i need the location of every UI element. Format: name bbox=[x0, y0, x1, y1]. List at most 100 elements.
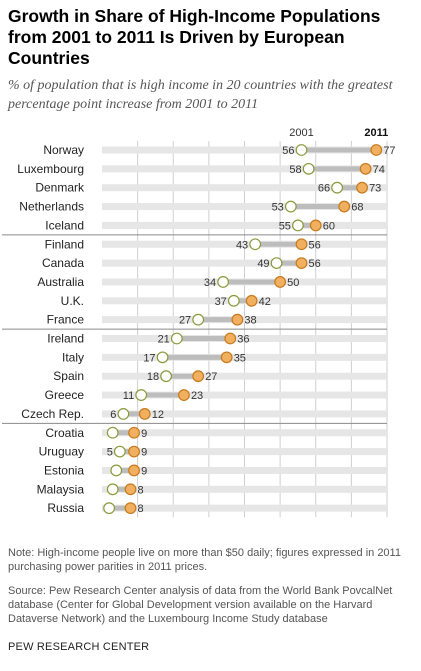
category-label: Canada bbox=[42, 256, 84, 270]
start-value-label: 18 bbox=[147, 371, 159, 383]
end-value-label: 8 bbox=[138, 503, 144, 515]
start-dot bbox=[103, 502, 116, 515]
row-track bbox=[102, 259, 387, 267]
start-dot bbox=[106, 483, 119, 496]
end-value-label: 12 bbox=[152, 409, 164, 421]
category-label: Denmark bbox=[35, 181, 85, 195]
start-dot bbox=[106, 426, 119, 439]
start-value-label: 17 bbox=[143, 352, 155, 364]
start-value-label: 58 bbox=[289, 164, 301, 176]
start-dot bbox=[160, 370, 173, 383]
start-dot bbox=[270, 257, 283, 270]
start-value-label: 11 bbox=[123, 390, 134, 402]
row-track bbox=[102, 466, 387, 474]
end-dot bbox=[224, 332, 237, 345]
chart-note: Note: High-income people live on more th… bbox=[8, 547, 401, 573]
end-value-label: 9 bbox=[141, 428, 147, 440]
row-track bbox=[102, 410, 387, 418]
end-value-label: 60 bbox=[323, 220, 335, 232]
category-label: Iceland bbox=[45, 218, 84, 232]
category-label: Russia bbox=[47, 501, 84, 515]
data-dots bbox=[103, 144, 383, 515]
category-label: Netherlands bbox=[19, 200, 84, 214]
end-dot bbox=[178, 389, 190, 401]
start-value-label: 49 bbox=[257, 258, 269, 270]
end-dot bbox=[356, 181, 368, 194]
row-track bbox=[102, 448, 387, 456]
start-value-label: 55 bbox=[279, 220, 291, 232]
end-dot bbox=[370, 144, 383, 156]
end-dot bbox=[124, 502, 137, 515]
category-labels: Norway Luxembourg Denmark Netherlands Icelan… bbox=[17, 143, 85, 515]
start-dot bbox=[227, 294, 240, 307]
chart-subtitle: % of population that is high income in 2… bbox=[8, 78, 393, 112]
start-dot bbox=[192, 313, 205, 326]
start-value-label: 21 bbox=[158, 334, 170, 346]
end-dot bbox=[274, 276, 287, 288]
row-track bbox=[102, 240, 387, 248]
start-value-label: 66 bbox=[318, 183, 330, 195]
end-dot bbox=[138, 408, 151, 420]
row-track bbox=[102, 485, 387, 493]
start-dot bbox=[292, 219, 304, 232]
end-value-label: 42 bbox=[259, 296, 271, 308]
end-value-label: 50 bbox=[287, 277, 299, 289]
end-value-label: 23 bbox=[191, 390, 203, 402]
category-label: Czech Rep. bbox=[21, 407, 84, 421]
category-label: Italy bbox=[62, 350, 84, 364]
end-value-label: 68 bbox=[351, 202, 363, 214]
end-value-label: 36 bbox=[237, 334, 249, 346]
end-dot bbox=[231, 313, 244, 326]
chart-title: Growth in Share of High-Income Populatio… bbox=[8, 6, 381, 68]
category-label: U.K. bbox=[61, 294, 84, 308]
end-dot bbox=[192, 370, 205, 383]
start-dot bbox=[331, 181, 344, 194]
row-track bbox=[102, 353, 387, 361]
end-value-label: 27 bbox=[205, 371, 217, 383]
row-track bbox=[102, 316, 387, 324]
category-label: Malaysia bbox=[37, 482, 85, 496]
chart-source: Source: Pew Research Center analysis of … bbox=[8, 585, 393, 625]
row-track bbox=[102, 372, 387, 380]
end-dot bbox=[309, 219, 322, 232]
start-value-label: 53 bbox=[272, 202, 284, 214]
end-dot bbox=[128, 464, 140, 477]
row-track bbox=[102, 391, 387, 399]
start-dot bbox=[110, 464, 123, 477]
category-label: Spain bbox=[53, 369, 84, 383]
legend-2001: 2001 bbox=[289, 127, 313, 139]
category-label: Finland bbox=[45, 237, 84, 251]
category-label: Uruguay bbox=[39, 445, 84, 459]
row-track bbox=[102, 221, 387, 229]
end-value-label: 9 bbox=[141, 447, 147, 459]
start-dot bbox=[217, 276, 230, 288]
start-dot bbox=[284, 200, 297, 213]
group-separators bbox=[2, 234, 387, 424]
end-dot bbox=[295, 238, 308, 251]
end-dot bbox=[338, 200, 351, 213]
end-dot bbox=[359, 162, 372, 175]
end-dot bbox=[128, 426, 140, 439]
category-label: Australia bbox=[37, 275, 84, 289]
end-value-label: 8 bbox=[138, 484, 144, 496]
row-track bbox=[102, 504, 387, 512]
row-track bbox=[102, 429, 387, 437]
start-value-label: 43 bbox=[236, 239, 248, 251]
start-dot bbox=[170, 332, 183, 345]
category-label: Ireland bbox=[47, 332, 84, 346]
start-value-label: 56 bbox=[282, 145, 294, 157]
row-track bbox=[102, 165, 387, 173]
category-label: Norway bbox=[43, 143, 84, 157]
series-legend: 2001 2011 bbox=[289, 127, 388, 139]
start-value-label: 34 bbox=[204, 277, 216, 289]
start-dot bbox=[295, 144, 308, 156]
end-value-label: 35 bbox=[234, 352, 246, 364]
start-value-label: 37 bbox=[215, 296, 227, 308]
start-dot bbox=[156, 351, 169, 364]
brand-label: PEW RESEARCH CENTER bbox=[8, 641, 150, 653]
row-track bbox=[102, 146, 387, 154]
start-value-label: 5 bbox=[107, 447, 113, 459]
start-dot bbox=[117, 408, 130, 420]
start-dot bbox=[249, 238, 262, 251]
